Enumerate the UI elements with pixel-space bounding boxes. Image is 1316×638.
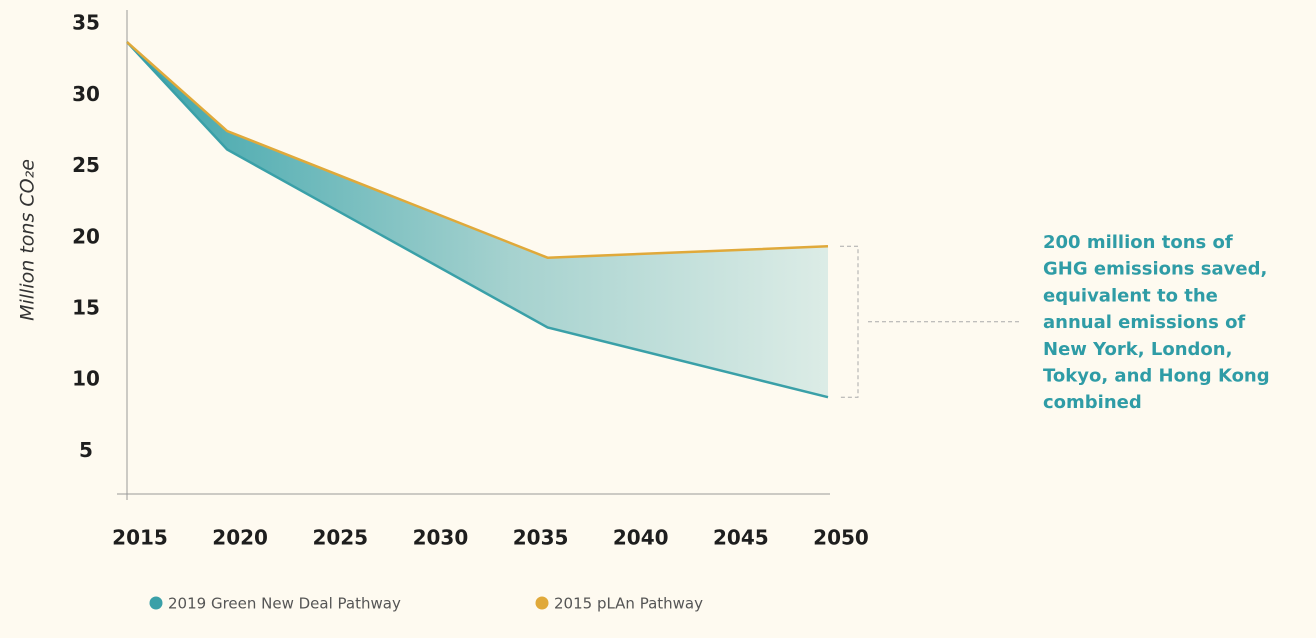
annotation-line: Tokyo, and Hong Kong: [1043, 366, 1270, 387]
legend-marker: [535, 596, 549, 610]
legend-label: 2019 Green New Deal Pathway: [168, 595, 401, 613]
annotation-line: New York, London,: [1043, 339, 1232, 360]
x-tick-label: 2045: [713, 526, 769, 550]
legend-label: 2015 pLAn Pathway: [554, 595, 703, 613]
y-tick-label: 20: [72, 224, 100, 248]
series-line: [126, 41, 829, 259]
y-tick-label: 5: [79, 438, 93, 462]
x-tick-label: 2030: [413, 526, 469, 550]
annotation-line: annual emissions of: [1043, 312, 1245, 333]
bracket: [840, 245, 859, 398]
series-line: [126, 41, 829, 399]
y-tick-label: 10: [72, 367, 100, 391]
annotation-line: equivalent to the: [1043, 285, 1218, 306]
y-tick-label: 25: [72, 153, 100, 177]
annotation-line: 200 million tons of: [1043, 232, 1233, 253]
x-tick-label: 2020: [212, 526, 268, 550]
saved-area: [127, 42, 828, 398]
legend-marker: [149, 596, 163, 610]
y-tick-label: 35: [72, 11, 100, 35]
x-tick-label: 2040: [613, 526, 669, 550]
x-tick-label: 2035: [513, 526, 569, 550]
y-tick-label: 30: [72, 82, 100, 106]
y-tick-label: 15: [72, 295, 100, 319]
x-tick-label: 2050: [813, 526, 869, 550]
x-tick-label: 2015: [112, 526, 168, 550]
annotation-line: combined: [1043, 392, 1142, 413]
annotation-line: GHG emissions saved,: [1043, 259, 1267, 280]
x-tick-label: 2025: [312, 526, 368, 550]
y-axis-label: Million tons CO₂e: [17, 159, 39, 321]
